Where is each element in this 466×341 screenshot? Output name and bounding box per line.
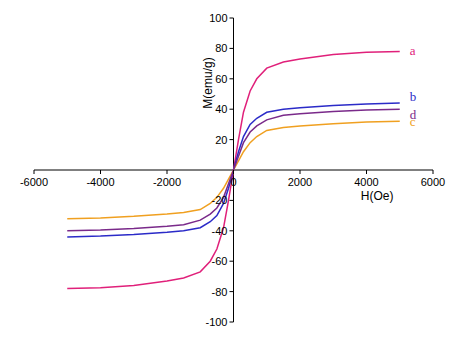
svg-text:80: 80 [215,42,227,54]
svg-text:M(emu/g): M(emu/g) [201,57,215,108]
svg-text:20: 20 [215,134,227,146]
svg-text:6000: 6000 [421,176,445,188]
svg-text:-6000: -6000 [20,176,48,188]
svg-text:-80: -80 [212,286,228,298]
svg-text:2000: 2000 [288,176,312,188]
svg-text:-4000: -4000 [86,176,114,188]
svg-text:100: 100 [209,12,227,24]
svg-text:a: a [410,43,416,58]
svg-text:d: d [410,107,417,122]
svg-text:60: 60 [215,73,227,85]
svg-text:b: b [410,89,417,104]
svg-text:40: 40 [215,103,227,115]
svg-text:-40: -40 [212,225,228,237]
svg-text:-60: -60 [212,255,228,267]
svg-text:-20: -20 [212,194,228,206]
svg-text:4000: 4000 [354,176,378,188]
svg-text:0: 0 [230,176,236,188]
svg-text:H(Oe): H(Oe) [361,189,394,203]
svg-text:-2000: -2000 [153,176,181,188]
svg-text:-100: -100 [205,316,227,328]
